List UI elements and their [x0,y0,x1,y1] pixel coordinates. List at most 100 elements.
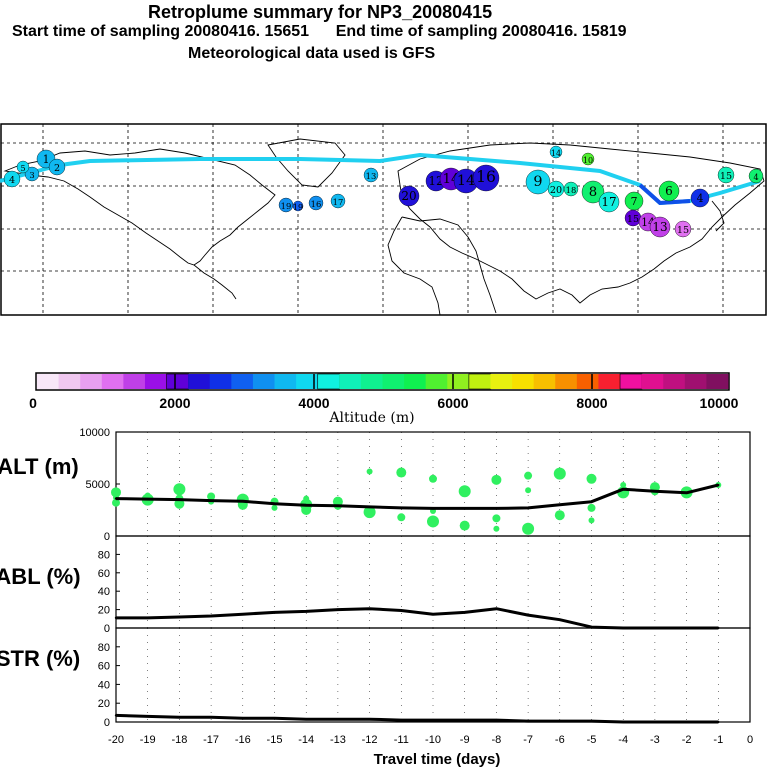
series-point [368,607,371,610]
y-tick-label: 60 [98,661,110,673]
y-tick-label: 60 [98,568,110,580]
x-axis-title: Travel time (days) [374,751,501,768]
altitude-point [332,496,343,507]
cluster-label: 17 [601,195,616,209]
time-series-panels: 10000 5000 0 80 60 40 20 0 80 60 40 20 0 ALT (m) A… [0,427,753,768]
cluster-marker [674,220,692,238]
colorbar-cell [619,373,643,390]
series-point [400,506,403,510]
altitude-point [173,483,186,496]
series-point [146,616,149,620]
cluster-label: 8 [589,185,597,200]
cluster-label: 16 [476,168,496,186]
x-tick-label: -20 [108,734,124,746]
x-tick-label: -18 [171,734,187,746]
colorbar-cell [512,374,535,389]
series-point [558,719,561,723]
colorbar-cell [252,374,275,389]
altitude-point [525,487,532,494]
x-tick-label: -14 [298,734,314,746]
cluster-marker [330,193,346,209]
series-point [305,504,308,507]
series-point [400,609,403,612]
cluster-marker [16,160,30,174]
x-tick-label: -19 [140,734,156,746]
x-tick-label: -9 [460,734,470,746]
cluster-marker [581,180,605,204]
colorbar-cell [706,374,729,389]
x-tick-label: -4 [618,734,628,746]
colorbar-frame [35,372,730,391]
colorbar-cell [641,374,664,389]
altitude-point [427,515,439,528]
cluster-label: 4 [9,175,15,186]
altitude-point [397,513,406,522]
colorbar-tick: 6000 [437,395,468,411]
x-tick-label: -13 [330,734,346,746]
x-tick-label: -12 [362,734,378,746]
x-tick-label: -8 [492,734,502,746]
cluster-marker [563,181,579,197]
colorbar-cell [425,374,448,389]
series-line [116,607,719,630]
colorbar-tick: 0 [29,395,37,411]
series-point [273,611,276,614]
colorbar-cell [447,374,470,389]
cluster-marker [48,158,66,176]
central-america-coast [193,264,237,300]
altitude-point [491,474,502,485]
cluster-label: 15 [627,214,639,225]
altitude-point [174,498,185,509]
series-line [115,483,719,510]
y-tick-label: 10000 [79,427,110,439]
retroplume-trajectory [0,153,761,206]
colorbar-cell [317,373,341,390]
altitude-point [524,471,533,480]
series-point [273,502,276,505]
altitude-point [144,492,151,499]
cluster-label: 16 [311,199,322,209]
colorbar-cell [339,374,362,389]
str-panel-label: STR (%) [0,646,80,671]
colorbar-cell [684,374,707,389]
cluster-marker [3,170,21,188]
series-point [463,611,466,614]
cluster-label: 15 [677,225,689,236]
y-tick-label: 20 [98,605,110,617]
series-point [431,613,435,616]
altitude-colorbar: 0 2000 4000 6000 8000 10000 Altitude (m) [29,372,739,424]
cluster-label: 4 [753,172,758,182]
cluster-marker [598,191,620,213]
y-tick-label: 0 [104,623,110,635]
cluster-marker [658,180,680,202]
colorbar-cell [188,374,211,389]
cluster-label: 12 [428,174,443,188]
cluster-label: 20 [550,185,562,196]
meteorological-data-note: Meteorological data used is GFS [188,45,436,62]
x-tick-label: -2 [682,734,692,746]
series-point [114,497,118,500]
series-point [431,718,435,722]
str-panel: 80 60 40 20 0 [98,627,751,729]
series-point [241,613,244,616]
series-point [653,720,657,724]
cluster-marker [472,164,500,192]
y-tick-label: 80 [98,642,110,654]
x-tick-label: -1 [713,734,723,746]
series-point [209,499,213,502]
altitude-point [458,485,471,498]
series-point [178,615,181,619]
x-tick-labels: -20 -19 -18 -17 -16 -15 -14 -13 -12 -11 -10 -9 -8 -7-… [108,734,753,746]
africa-coast [401,216,497,314]
altitude-point [588,517,595,524]
cluster-label: 18 [566,185,577,195]
alt-panel-label: ALT (m) [0,454,79,479]
colorbar-title: Altitude (m) [328,410,414,424]
series-point [178,716,181,719]
series-point [526,613,530,617]
colorbar-cell [209,374,232,389]
series-point [305,610,308,613]
colorbar-cell [490,374,513,389]
cluster-label: 2 [54,163,60,174]
